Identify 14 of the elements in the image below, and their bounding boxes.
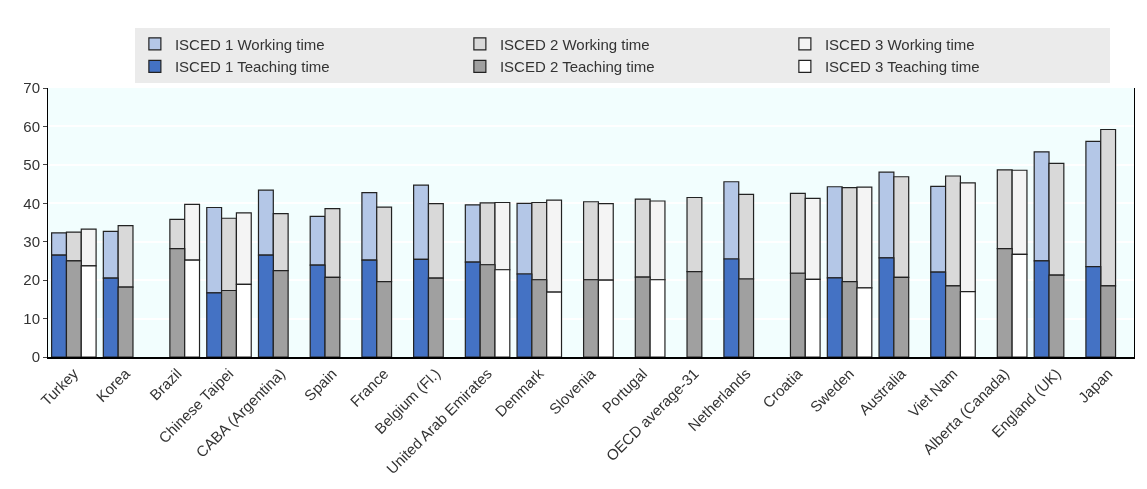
y-tick-label: 0 [31, 348, 40, 366]
y-tick-label: 70 [23, 79, 40, 97]
legend-label: ISCED 3 Working time [824, 35, 975, 53]
y-tick-label: 20 [23, 271, 40, 289]
y-tick-label: 50 [23, 156, 40, 174]
legend-label: ISCED 1 Teaching time [174, 58, 330, 76]
y-tick-label: 60 [23, 117, 40, 135]
legend-label: ISCED 2 Working time [499, 35, 650, 53]
legend-label: ISCED 2 Teaching time [499, 58, 655, 76]
y-tick-label: 10 [23, 309, 40, 327]
legend-label: ISCED 3 Teaching time [824, 58, 980, 76]
y-tick-label: 40 [23, 194, 40, 212]
y-tick-label: 30 [23, 232, 40, 250]
legend-label: ISCED 1 Working time [174, 35, 325, 53]
